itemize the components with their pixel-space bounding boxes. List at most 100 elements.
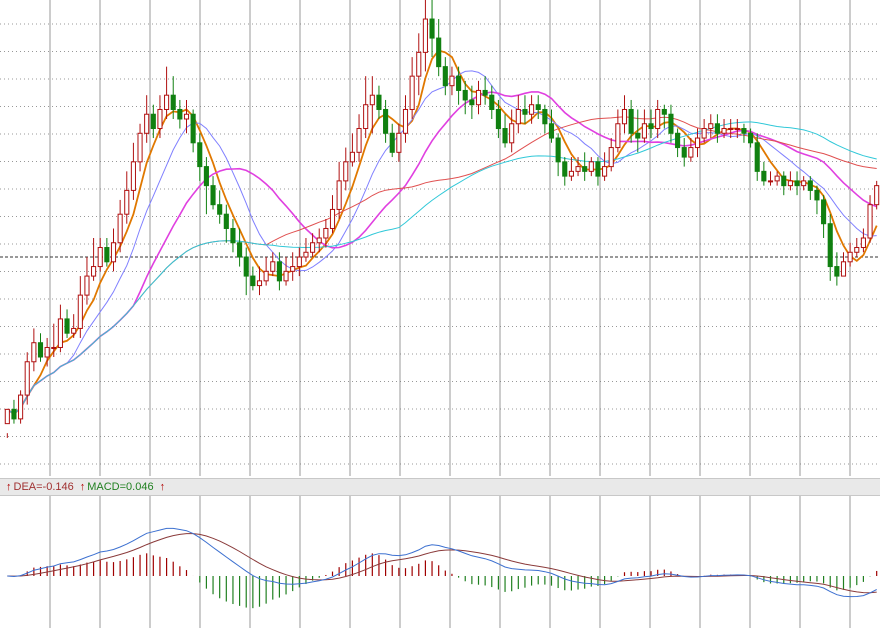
candle-body [31, 342, 37, 363]
candle-body [588, 161, 594, 172]
ma-line-20 [6, 91, 877, 416]
candle-body [323, 227, 329, 239]
candle-body [130, 161, 136, 191]
candle-body [615, 123, 621, 149]
candle-body [442, 66, 448, 87]
candle-body [535, 104, 541, 110]
candle-body [256, 280, 263, 287]
diff-line [7, 527, 877, 598]
arrow-icon: ↑ [6, 481, 12, 493]
candle-body [582, 166, 588, 172]
candle-body [575, 166, 581, 172]
candle-body [701, 128, 707, 139]
candle-body [137, 132, 143, 163]
candle-body [396, 132, 402, 153]
candle-body [794, 180, 800, 187]
candle-body [303, 251, 309, 258]
candle-body [781, 175, 787, 187]
candle-body [316, 237, 322, 244]
candle-body [449, 75, 455, 87]
candle-body [97, 247, 103, 268]
candle-body [694, 137, 701, 149]
candle-body [661, 108, 667, 115]
candle-body [462, 89, 468, 101]
candle-body [469, 99, 475, 106]
candle-body [821, 199, 827, 225]
candle-body [854, 247, 860, 253]
candle-body [343, 161, 349, 182]
candle-body [714, 123, 720, 134]
macd-label: MACD=0.046 [87, 481, 154, 493]
candle-body [290, 266, 296, 272]
candle-body [489, 94, 495, 110]
candle-body [509, 123, 515, 144]
candle-body [51, 346, 57, 349]
candle-body [336, 180, 342, 210]
arrow-icon: ↑ [159, 481, 166, 493]
candle-body [515, 108, 521, 125]
candle-body [4, 408, 10, 425]
candle-body [77, 294, 83, 329]
candle-body [548, 123, 555, 139]
candle-body [475, 89, 482, 106]
candle-body [542, 108, 548, 125]
candle-body [383, 108, 389, 134]
candle-body [263, 270, 269, 282]
candle-body [621, 108, 628, 125]
candle-body [177, 108, 183, 120]
candles [4, 0, 880, 438]
candle-body [44, 346, 50, 358]
candle-body [104, 247, 110, 263]
candle-body [495, 108, 501, 130]
candle-body [602, 166, 608, 177]
candle-body [529, 104, 535, 115]
candle-body [728, 128, 734, 131]
candle-body [91, 266, 97, 277]
candle-body [24, 361, 30, 396]
candle-body [635, 132, 641, 139]
candle-body [608, 147, 614, 168]
candle-body [57, 318, 63, 348]
candle-body [436, 37, 442, 68]
candle-body [814, 189, 820, 201]
candle-body [389, 132, 395, 153]
candle-body [310, 242, 316, 253]
candle-body [867, 204, 873, 239]
candle-body [847, 251, 853, 263]
candle-body [562, 161, 568, 177]
ma-line-5 [6, 49, 878, 416]
candle-body [860, 237, 866, 249]
candle-body [681, 147, 687, 158]
main-grid [0, 0, 880, 476]
candle-body [834, 266, 840, 277]
candle-body [655, 108, 661, 130]
candle-body [144, 113, 150, 134]
candle-body [761, 170, 767, 182]
candle-body [230, 227, 236, 244]
candle-body [402, 108, 409, 134]
candle-body [203, 166, 209, 187]
candle-body [369, 94, 375, 106]
candle-body [18, 394, 24, 420]
candle-body [250, 275, 256, 287]
candle-body [688, 147, 694, 158]
candle-body [117, 213, 123, 244]
candle-body [329, 208, 336, 229]
candle-body [668, 113, 674, 134]
candle-body [522, 108, 528, 115]
candle-body [270, 261, 276, 272]
candle-body [223, 213, 229, 229]
moving-averages [6, 49, 878, 416]
candle-body [721, 128, 727, 134]
candle-body [675, 132, 681, 149]
arrow-icon: ↑ [79, 481, 86, 493]
candle-body [840, 261, 847, 277]
candle-body [243, 256, 249, 277]
candle-body [734, 128, 740, 131]
candle-body [748, 132, 754, 144]
candle-body [801, 180, 807, 187]
candle-body [157, 108, 163, 130]
macd-panel [7, 527, 878, 609]
candle-body [210, 185, 216, 206]
candle-body [641, 123, 647, 139]
